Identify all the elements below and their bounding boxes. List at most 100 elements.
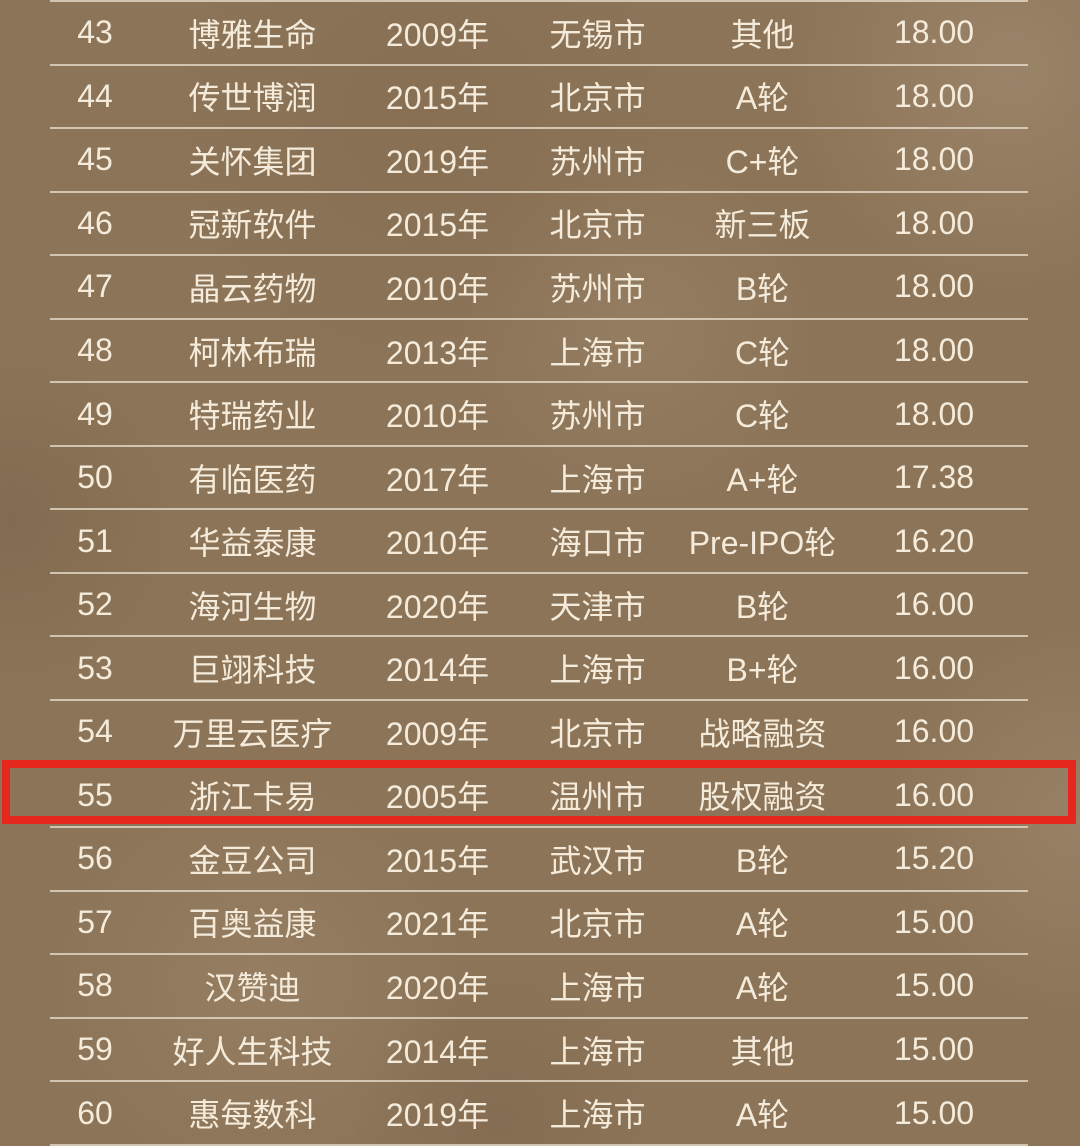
table-cell-rank: 44: [77, 77, 113, 114]
table-cell-value: 18.00: [893, 395, 975, 432]
table-cell-value: 18.00: [893, 204, 975, 241]
table-row: 48 柯林布瑞 2013年 上海市 C轮 18.00: [50, 320, 1028, 384]
table-cell-founded_year: 2015年: [385, 80, 490, 117]
table-cell-company: 万里云医疗: [172, 715, 333, 752]
table-cell-company: 惠每数科: [188, 1097, 317, 1134]
table-cell-value: 15.00: [893, 903, 975, 940]
table-cell-rank: 43: [77, 14, 113, 51]
table-cell-company: 巨翊科技: [188, 652, 317, 689]
table-row: 51 华益泰康 2010年 海口市 Pre-IPO轮 16.20: [50, 510, 1028, 574]
table-cell-founded_year: 2020年: [385, 588, 490, 625]
table-row: 50 有临医药 2017年 上海市 A+轮 17.38: [50, 447, 1028, 511]
table-cell-value: 16.00: [893, 649, 975, 686]
table-cell-company: 晶云药物: [188, 270, 317, 307]
table-row: 45 关怀集团 2019年 苏州市 C+轮 18.00: [50, 129, 1028, 193]
table-cell-company: 海河生物: [188, 588, 317, 625]
table-cell-funding_round: A轮: [735, 80, 790, 117]
table-cell-rank: 49: [77, 395, 113, 432]
table-cell-funding_round: A轮: [735, 969, 790, 1006]
table-cell-rank: 57: [77, 903, 113, 940]
table-cell-company: 传世博润: [188, 80, 317, 117]
table-cell-rank: 48: [77, 332, 113, 368]
table-cell-value: 17.38: [893, 459, 975, 496]
table-cell-city: 北京市: [549, 906, 646, 943]
table-cell-value: 15.00: [893, 1094, 975, 1131]
table-cell-city: 北京市: [549, 80, 646, 117]
table-cell-funding_round: B轮: [735, 842, 790, 879]
table-cell-value: 16.00: [893, 776, 975, 813]
table-cell-founded_year: 2014年: [385, 652, 490, 689]
table-cell-rank: 50: [77, 459, 113, 496]
table-cell-value: 18.00: [893, 141, 975, 178]
table-cell-value: 18.00: [893, 268, 975, 305]
table-cell-city: 无锡市: [549, 16, 646, 53]
table-cell-company: 博雅生命: [188, 16, 317, 53]
table-cell-founded_year: 2010年: [385, 398, 490, 435]
table-cell-rank: 59: [77, 1031, 113, 1068]
table-cell-company: 华益泰康: [188, 525, 317, 562]
table-cell-funding_round: B+轮: [726, 652, 799, 689]
table-row: 56 金豆公司 2015年 武汉市 B轮 15.20: [50, 828, 1028, 892]
funding-ranking-table: 43 博雅生命 2009年 无锡市 其他 18.00 44 传世博润 2015年 北京市 A轮 18.…: [50, 0, 1028, 1146]
table-cell-company: 好人生科技: [172, 1033, 333, 1070]
table-cell-value: 16.20: [893, 522, 975, 559]
table-cell-founded_year: 2009年: [385, 16, 490, 53]
table-cell-founded_year: 2009年: [385, 715, 490, 752]
table-cell-rank: 45: [77, 141, 113, 178]
table-cell-value: 18.00: [893, 14, 975, 51]
table-cell-rank: 47: [77, 268, 113, 305]
table-cell-rank: 53: [77, 649, 113, 686]
table-cell-city: 上海市: [549, 969, 646, 1006]
table-cell-founded_year: 2010年: [385, 270, 490, 307]
table-row: 54 万里云医疗 2009年 北京市 战略融资 16.00: [50, 701, 1028, 765]
table-cell-founded_year: 2005年: [385, 779, 490, 816]
table-cell-funding_round: 股权融资: [698, 779, 827, 816]
table-cell-rank: 56: [77, 840, 113, 877]
table-cell-company: 金豆公司: [188, 842, 317, 879]
table-cell-city: 上海市: [549, 652, 646, 689]
table-cell-founded_year: 2020年: [385, 969, 490, 1006]
table-cell-company: 特瑞药业: [188, 398, 317, 435]
table-cell-founded_year: 2010年: [385, 525, 490, 562]
table-cell-value: 18.00: [893, 332, 975, 368]
table-row: 43 博雅生命 2009年 无锡市 其他 18.00: [50, 2, 1028, 66]
table-cell-rank: 46: [77, 204, 113, 241]
table-cell-city: 上海市: [549, 461, 646, 498]
table-cell-funding_round: 战略融资: [698, 715, 827, 752]
table-cell-funding_round: A轮: [735, 906, 790, 943]
table-cell-funding_round: 新三板: [714, 207, 811, 244]
table-cell-city: 武汉市: [549, 842, 646, 879]
table-cell-founded_year: 2019年: [385, 143, 490, 180]
table-row: 53 巨翊科技 2014年 上海市 B+轮 16.00: [50, 637, 1028, 702]
table-cell-company: 关怀集团: [188, 143, 317, 180]
table-cell-city: 北京市: [549, 715, 646, 752]
table-cell-funding_round: A轮: [735, 1097, 790, 1134]
table-cell-founded_year: 2021年: [385, 906, 490, 943]
table-cell-funding_round: C轮: [734, 334, 791, 371]
table-cell-city: 上海市: [549, 1033, 646, 1070]
table-cell-value: 16.00: [893, 586, 975, 623]
table-cell-rank: 58: [77, 967, 113, 1004]
table-cell-funding_round: C轮: [734, 398, 791, 435]
table-row: 59 好人生科技 2014年 上海市 其他 15.00: [50, 1019, 1028, 1083]
table-cell-funding_round: B轮: [735, 588, 790, 625]
table-row: 46 冠新软件 2015年 北京市 新三板 18.00: [50, 193, 1028, 257]
table-cell-company: 有临医药: [188, 461, 317, 498]
table-cell-company: 柯林布瑞: [188, 334, 317, 371]
table-cell-rank: 60: [77, 1094, 113, 1131]
table-cell-company: 百奥益康: [188, 906, 317, 943]
table-cell-city: 苏州市: [549, 143, 646, 180]
table-cell-city: 温州市: [549, 779, 646, 816]
table-cell-value: 15.00: [893, 1031, 975, 1068]
table-cell-city: 海口市: [549, 525, 646, 562]
table-cell-rank: 54: [77, 713, 113, 750]
table-cell-funding_round: B轮: [735, 270, 790, 307]
table-cell-founded_year: 2019年: [385, 1097, 490, 1134]
table-cell-funding_round: A+轮: [726, 461, 799, 498]
table-cell-founded_year: 2014年: [385, 1033, 490, 1070]
table-row: 58 汉赞迪 2020年 上海市 A轮 15.00: [50, 955, 1028, 1019]
table-row: 55 浙江卡易 2005年 温州市 股权融资 16.00: [50, 765, 1028, 829]
table-cell-funding_round: C+轮: [725, 143, 800, 180]
table-cell-city: 北京市: [549, 207, 646, 244]
